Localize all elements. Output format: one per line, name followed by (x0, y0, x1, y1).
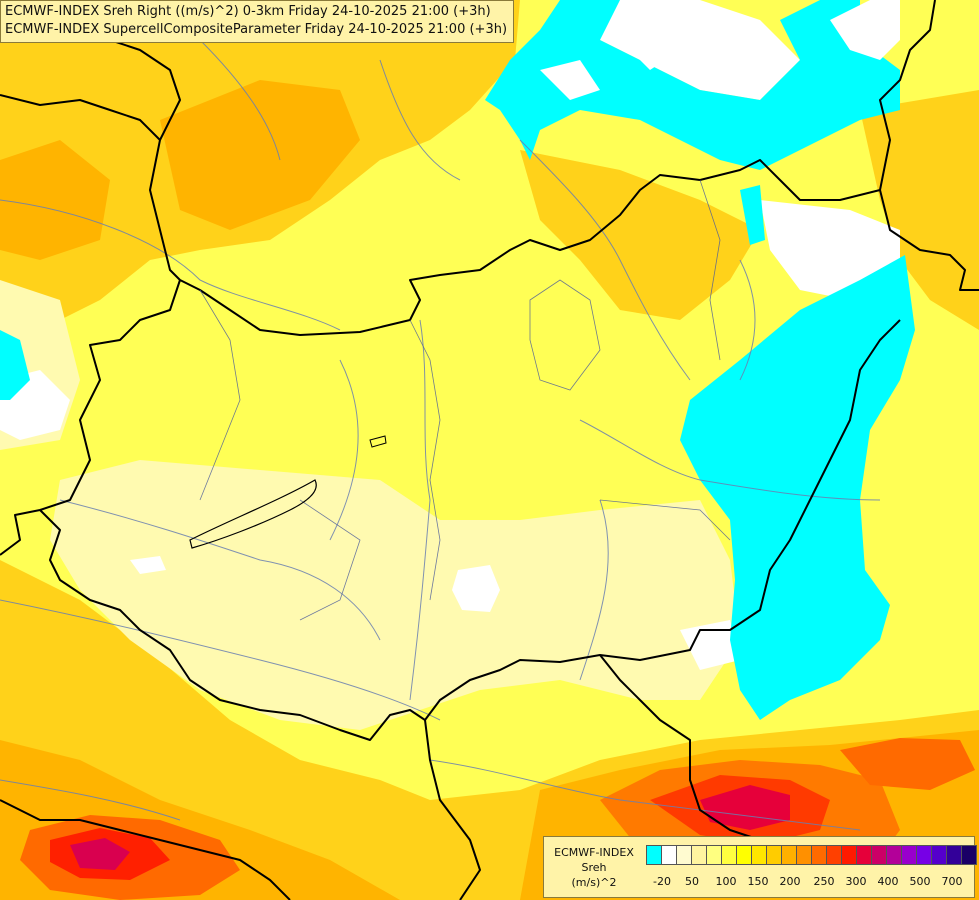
legend-tick-label: 200 (779, 875, 801, 888)
legend-title-line-1: ECMWF-INDEX (554, 846, 634, 859)
legend-swatch (916, 845, 932, 865)
legend-swatch (751, 845, 767, 865)
legend-swatch (661, 845, 677, 865)
legend-swatch (841, 845, 857, 865)
legend-title: ECMWF-INDEX Sreh (m/s)^2 (548, 845, 640, 890)
legend-ticks: -20 50 100 150 200 250 300 400 500 700 (644, 875, 974, 891)
legend-swatch (886, 845, 902, 865)
legend-tick-label: 700 (941, 875, 963, 888)
legend-swatch (706, 845, 722, 865)
legend-swatch (691, 845, 707, 865)
legend-swatch (796, 845, 812, 865)
legend-title-line-3: (m/s)^2 (571, 876, 617, 889)
legend-tick-label: -20 (653, 875, 671, 888)
legend-swatch (721, 845, 737, 865)
legend-swatch (856, 845, 872, 865)
legend-title-line-2: Sreh (581, 861, 607, 874)
small-lake (369, 435, 387, 448)
legend-swatches (646, 845, 977, 865)
legend-tick-label: 400 (877, 875, 899, 888)
color-legend: ECMWF-INDEX Sreh (m/s)^2 -20 50 100 150 200 2… (543, 836, 977, 898)
legend-swatch (961, 845, 977, 865)
legend-swatch (811, 845, 827, 865)
legend-swatch (646, 845, 662, 865)
map-title-box: ECMWF-INDEX Sreh Right ((m/s)^2) 0-3km F… (0, 0, 515, 43)
legend-swatch (766, 845, 782, 865)
legend-tick-label: 500 (909, 875, 931, 888)
legend-tick-label: 300 (845, 875, 867, 888)
map-title-line-1: ECMWF-INDEX Sreh Right ((m/s)^2) 0-3km F… (5, 4, 491, 19)
lake-outline (189, 479, 317, 549)
legend-tick-label: 250 (813, 875, 835, 888)
field-white-in-cyan (540, 0, 900, 100)
legend-swatch (931, 845, 947, 865)
legend-swatch (736, 845, 752, 865)
legend-swatch (871, 845, 887, 865)
map-title-line-2: ECMWF-INDEX SupercellCompositeParameter … (5, 22, 508, 37)
region-borders (199, 179, 731, 621)
legend-tick-label: 100 (715, 875, 737, 888)
legend-swatch (901, 845, 917, 865)
legend-tick-label: 150 (747, 875, 769, 888)
field-cyan-regions (0, 0, 915, 720)
legend-swatch (826, 845, 842, 865)
legend-tick-label: 50 (685, 875, 699, 888)
legend-swatch (946, 845, 962, 865)
legend-swatch (676, 845, 692, 865)
legend-swatch (781, 845, 797, 865)
rivers (0, 39, 881, 831)
